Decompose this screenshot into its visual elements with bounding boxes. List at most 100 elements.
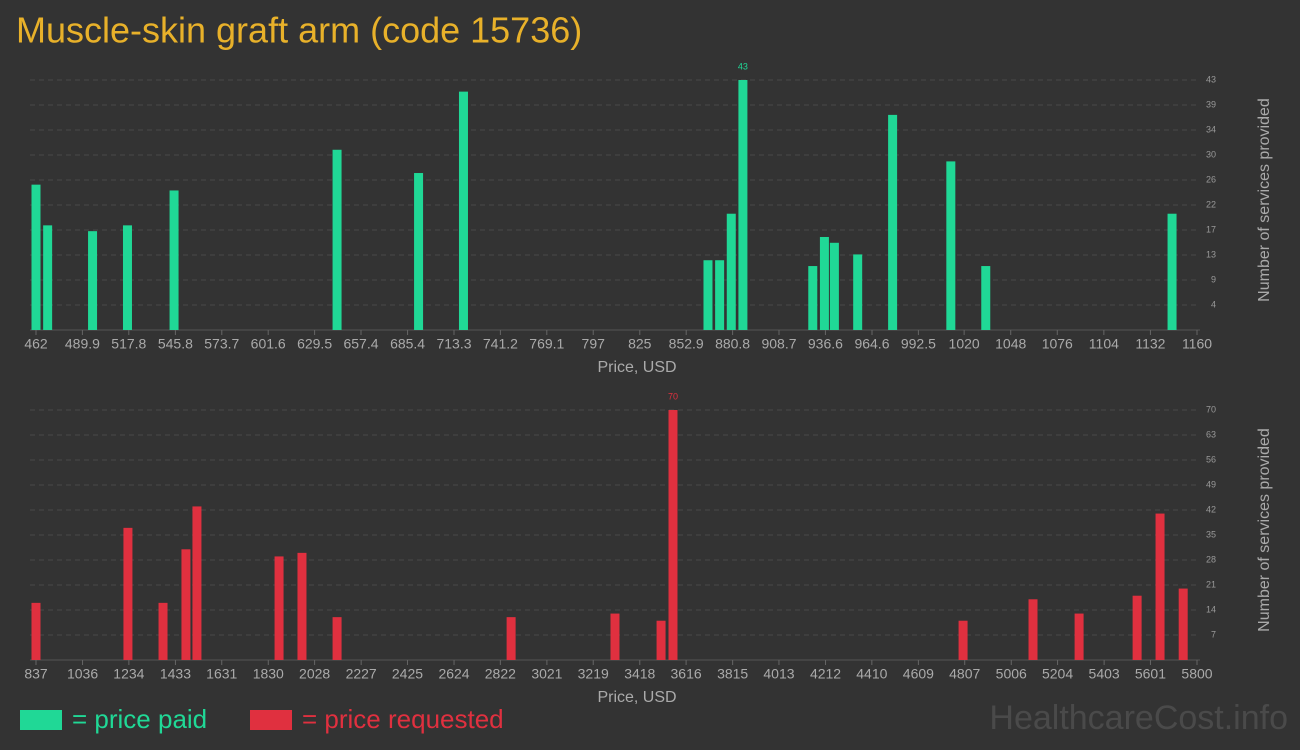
x-tick-label: 4807	[949, 666, 980, 682]
y-tick-label: 39	[1206, 99, 1216, 109]
x-tick-label: 2227	[346, 666, 377, 682]
bar	[1155, 513, 1165, 660]
bar	[981, 266, 991, 330]
x-tick-label: 741.2	[483, 336, 518, 352]
y-axis-title: Number of services provided	[1256, 428, 1273, 632]
x-tick-label: 2624	[438, 666, 469, 682]
y-tick-label: 43	[1206, 74, 1216, 84]
bar	[297, 552, 307, 660]
x-tick-label: 964.6	[854, 336, 889, 352]
x-tick-label: 3219	[578, 666, 609, 682]
bar	[853, 254, 863, 330]
y-tick-label: 30	[1206, 149, 1216, 159]
y-tick-label: 17	[1206, 224, 1216, 234]
bar	[888, 114, 898, 330]
y-tick-label: 26	[1206, 174, 1216, 184]
x-tick-label: 908.7	[761, 336, 796, 352]
legend-swatch	[20, 710, 62, 730]
bar	[1028, 599, 1038, 660]
x-tick-label: 3815	[717, 666, 748, 682]
x-tick-label: 1631	[206, 666, 237, 682]
x-tick-label: 489.9	[65, 336, 100, 352]
bar	[181, 549, 191, 660]
bar	[31, 602, 41, 660]
x-tick-label: 3616	[671, 666, 702, 682]
bar	[274, 556, 284, 660]
bar	[703, 260, 713, 330]
x-tick-label: 825	[628, 336, 652, 352]
bar	[715, 260, 725, 330]
bar	[122, 225, 132, 330]
x-axis-title: Price, USD	[597, 689, 676, 706]
y-tick-label: 34	[1206, 124, 1216, 134]
y-tick-label: 21	[1206, 579, 1216, 589]
y-tick-label: 42	[1206, 504, 1216, 514]
x-tick-label: 1830	[253, 666, 284, 682]
bar	[1178, 588, 1188, 660]
bar	[1167, 213, 1177, 330]
bar	[43, 225, 53, 330]
x-tick-label: 1433	[160, 666, 191, 682]
x-tick-label: 4410	[856, 666, 887, 682]
legend-label: = price requested	[302, 704, 504, 734]
x-tick-label: 1104	[1089, 336, 1119, 352]
x-tick-label: 1036	[67, 666, 98, 682]
bar	[506, 617, 516, 660]
x-tick-label: 797	[582, 336, 606, 352]
x-tick-label: 3021	[531, 666, 562, 682]
bar	[1132, 595, 1142, 660]
y-tick-label: 63	[1206, 429, 1216, 439]
bar	[668, 410, 678, 660]
value-label: 70	[668, 391, 678, 401]
bar	[958, 620, 968, 660]
watermark: HealthcareCost.info	[989, 699, 1288, 737]
x-tick-label: 1020	[949, 336, 980, 352]
bar	[946, 161, 956, 330]
x-tick-label: 545.8	[158, 336, 193, 352]
y-tick-label: 35	[1206, 529, 1216, 539]
page-title: Muscle-skin graft arm (code 15736)	[16, 10, 582, 51]
y-axis-title: Number of services provided	[1256, 98, 1273, 302]
bar	[158, 602, 168, 660]
x-tick-label: 4212	[810, 666, 841, 682]
bar	[192, 506, 202, 660]
value-label: 43	[738, 61, 748, 71]
x-tick-label: 5403	[1089, 666, 1120, 682]
legend-swatch	[250, 710, 292, 730]
bar	[738, 80, 748, 330]
x-tick-label: 601.6	[251, 336, 286, 352]
x-tick-label: 462	[24, 336, 48, 352]
y-tick-label: 70	[1206, 404, 1216, 414]
y-tick-label: 22	[1206, 199, 1216, 209]
x-tick-label: 837	[24, 666, 48, 682]
x-tick-label: 5800	[1181, 666, 1212, 682]
x-tick-label: 1160	[1182, 336, 1212, 352]
x-tick-label: 517.8	[111, 336, 146, 352]
x-axis-title: Price, USD	[597, 359, 676, 376]
x-tick-label: 2425	[392, 666, 423, 682]
x-tick-label: 936.6	[808, 336, 843, 352]
x-tick-label: 1076	[1042, 336, 1073, 352]
x-tick-label: 1048	[995, 336, 1026, 352]
bar	[169, 190, 179, 330]
legend-label: = price paid	[72, 704, 207, 734]
x-tick-label: 5601	[1135, 666, 1166, 682]
bar	[656, 620, 666, 660]
x-tick-label: 1234	[113, 666, 144, 682]
bar	[332, 149, 342, 330]
x-tick-label: 713.3	[436, 336, 471, 352]
x-tick-label: 880.8	[715, 336, 750, 352]
x-tick-label: 629.5	[297, 336, 332, 352]
y-tick-label: 49	[1206, 479, 1216, 489]
bar	[819, 236, 829, 330]
x-tick-label: 769.1	[529, 336, 564, 352]
x-tick-label: 1132	[1135, 336, 1165, 352]
x-tick-label: 685.4	[390, 336, 425, 352]
x-tick-label: 992.5	[901, 336, 936, 352]
x-tick-label: 852.9	[669, 336, 704, 352]
x-tick-label: 5204	[1042, 666, 1073, 682]
y-tick-label: 14	[1206, 604, 1216, 614]
y-tick-label: 7	[1211, 629, 1216, 639]
bar	[1074, 613, 1084, 660]
